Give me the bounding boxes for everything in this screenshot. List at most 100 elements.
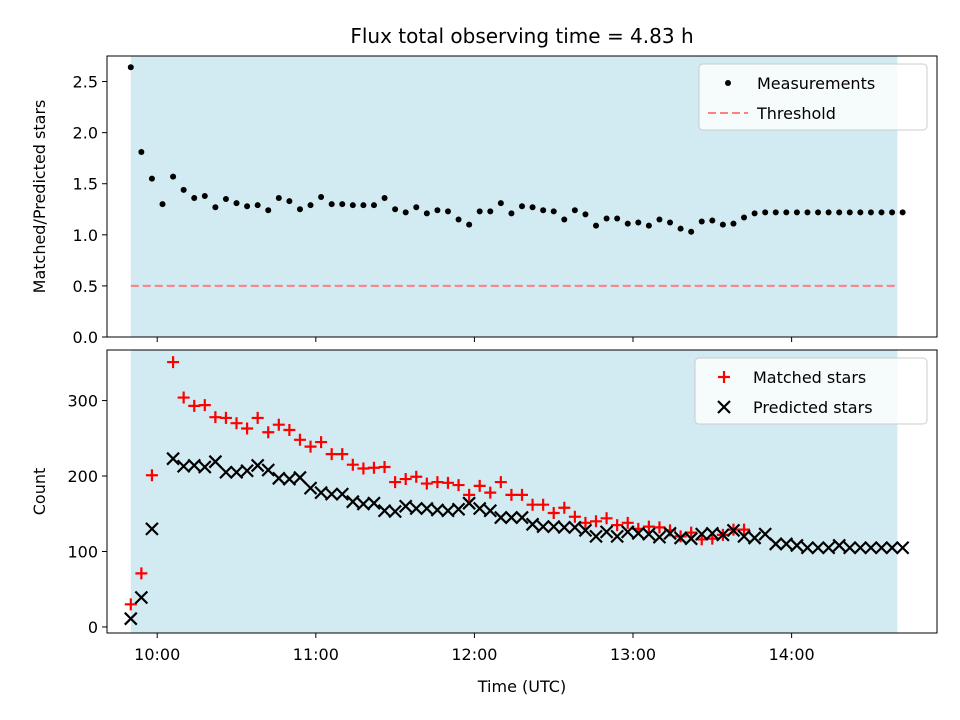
- predicted-point: [504, 510, 519, 525]
- matched-point: [621, 516, 634, 529]
- matched-point: [600, 512, 613, 525]
- measurement-point: [349, 202, 356, 209]
- predicted-point: [219, 465, 233, 480]
- measurement-point: [593, 222, 600, 229]
- matched-point: [590, 515, 603, 528]
- measurement-point: [836, 209, 843, 216]
- predicted-point: [293, 470, 307, 485]
- predicted-point: [874, 540, 889, 555]
- matched-point: [399, 473, 412, 486]
- predicted-point: [430, 503, 445, 517]
- measurement-point: [889, 209, 896, 216]
- measurement-point: [550, 208, 557, 215]
- axes-frame: [106, 349, 938, 634]
- matched-point: [167, 356, 180, 369]
- matched-point: [568, 510, 581, 523]
- matched-point: [124, 598, 137, 611]
- measurement-point: [878, 209, 885, 216]
- x-tick-label: 11:00: [293, 645, 339, 664]
- measurement-point: [815, 209, 822, 216]
- matched-point: [241, 422, 254, 435]
- measurement-point: [413, 204, 420, 211]
- matched-point: [494, 476, 507, 489]
- y-tick-label: 0.5: [73, 277, 98, 296]
- predicted-point: [895, 540, 910, 555]
- predicted-point: [546, 519, 561, 534]
- legend-label: Threshold: [756, 104, 836, 123]
- measurement-point: [698, 218, 705, 225]
- measurement-point: [191, 195, 198, 202]
- matched-point: [346, 458, 359, 471]
- matched-point: [547, 507, 560, 520]
- predicted-point: [208, 454, 223, 469]
- predicted-point: [684, 531, 698, 546]
- y-tick-label: 0.0: [73, 328, 98, 347]
- measurement-point: [741, 214, 748, 221]
- chart-title: Flux total observing time = 4.83 h: [350, 24, 693, 48]
- y-tick-label: 200: [67, 467, 98, 486]
- matched-point: [452, 479, 465, 492]
- measurement-point: [244, 203, 251, 210]
- matched-point: [304, 440, 317, 453]
- predicted-point: [346, 494, 360, 509]
- predicted-point: [811, 540, 825, 555]
- predicted-point: [599, 525, 614, 539]
- measurement-point: [222, 196, 229, 203]
- predicted-point: [536, 519, 550, 534]
- measurement-point: [497, 200, 504, 207]
- x-tick-label: 13:00: [610, 645, 656, 664]
- predicted-point: [578, 523, 593, 538]
- measurement-point: [180, 186, 187, 193]
- measurement-point: [138, 149, 145, 156]
- matched-point: [389, 476, 402, 489]
- predicted-point: [779, 537, 794, 551]
- axes-frame: [106, 55, 938, 338]
- matched-point: [230, 417, 243, 430]
- measurement-point: [624, 220, 631, 227]
- measurement-point: [476, 208, 483, 215]
- y-axis-label: Matched/Predicted stars: [30, 100, 49, 294]
- matched-point: [262, 426, 275, 439]
- predicted-point: [124, 611, 138, 626]
- measurement-point: [519, 203, 525, 210]
- predicted-point: [832, 538, 846, 553]
- predicted-point: [272, 471, 286, 486]
- predicted-point: [409, 501, 424, 516]
- predicted-point: [472, 501, 487, 516]
- measurement-point: [772, 209, 779, 216]
- matched-point: [441, 476, 454, 489]
- matched-point: [653, 521, 666, 534]
- predicted-point: [282, 472, 297, 486]
- measurement-point: [275, 195, 282, 202]
- measurement-point: [201, 192, 208, 199]
- measurement-point: [328, 201, 335, 208]
- measurement-point: [804, 209, 811, 216]
- predicted-point: [261, 463, 276, 477]
- predicted-point: [229, 465, 244, 480]
- measurement-point: [762, 209, 769, 216]
- predicted-point: [821, 540, 836, 555]
- y-tick-label: 1.5: [73, 175, 98, 194]
- matched-point: [579, 516, 592, 529]
- measurement-point: [825, 209, 832, 216]
- predicted-point: [451, 502, 466, 517]
- matched-point: [484, 486, 497, 499]
- predicted-point: [853, 540, 868, 555]
- matched-point: [219, 411, 232, 424]
- predicted-point: [631, 526, 646, 541]
- predicted-point: [557, 520, 572, 535]
- x-tick-label: 10:00: [134, 645, 180, 664]
- measurement-point: [645, 222, 652, 229]
- predicted-point: [483, 503, 498, 518]
- predicted-point: [885, 540, 899, 555]
- measurement-point: [402, 209, 409, 216]
- predicted-point: [800, 540, 815, 555]
- measurement-point: [540, 207, 547, 214]
- y-tick-label: 2.0: [73, 124, 98, 143]
- counts-panel: 0 100 200 300 10:00 11:00 12:00 13:00 14:00 Count…: [30, 349, 938, 696]
- matched-point: [135, 567, 148, 580]
- measurement-point: [635, 219, 642, 226]
- matched-point: [367, 461, 380, 474]
- measurement-point: [899, 209, 906, 216]
- predicted-point: [166, 451, 180, 466]
